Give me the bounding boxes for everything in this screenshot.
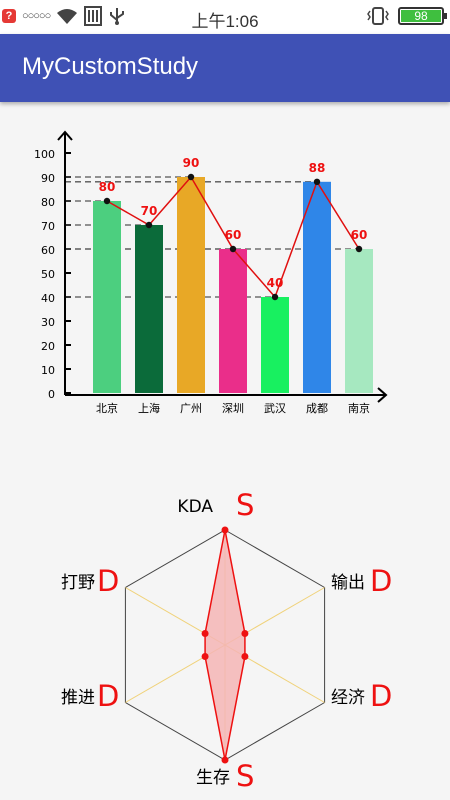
- radar-value-point: [221, 526, 229, 534]
- y-tick-label: 60: [41, 244, 55, 257]
- radar-axis-label: 生存: [196, 768, 230, 788]
- y-tick-label: 80: [41, 196, 55, 209]
- radar-grade-label: D: [97, 564, 119, 598]
- radar-axis-label: 打野: [61, 573, 95, 593]
- y-tick-label: 20: [41, 340, 55, 353]
- trend-point: [229, 245, 237, 253]
- category-label: 北京: [96, 401, 118, 415]
- bar-value-label: 70: [141, 204, 158, 218]
- y-tick-label: 40: [41, 292, 55, 305]
- vibrate-icon: [367, 7, 389, 25]
- radar-value-point: [201, 653, 209, 660]
- y-axis-arrow-icon: [57, 130, 73, 141]
- bar-value-label: 40: [267, 276, 284, 290]
- x-axis-arrow-icon: [377, 387, 388, 403]
- radar-grade-label: S: [236, 759, 254, 793]
- wifi-icon: [57, 9, 78, 24]
- y-tick-label: 10: [41, 364, 55, 377]
- y-tick-label: 50: [41, 268, 55, 281]
- radar-value-area: [204, 529, 246, 761]
- category-label: 武汉: [264, 402, 286, 415]
- category-label: 南京: [348, 401, 370, 415]
- trend-point: [271, 293, 279, 301]
- category-label: 上海: [138, 401, 160, 415]
- status-time: 上午1:06: [191, 12, 259, 31]
- status-left: ? ○○○○○: [2, 6, 126, 26]
- radar-grade-label: D: [370, 564, 392, 598]
- category-label: 广州: [180, 402, 202, 415]
- bar: [93, 201, 121, 393]
- sim-card-icon: [84, 6, 103, 26]
- bar: [261, 297, 289, 393]
- bar: [345, 249, 373, 393]
- radar-axis-label: KDA: [177, 497, 213, 517]
- app-bar: MyCustomStudy: [0, 34, 450, 102]
- battery-level: 98: [401, 10, 441, 22]
- bar-value-label: 60: [351, 228, 368, 242]
- trend-point: [313, 178, 321, 185]
- radar-grade-label: S: [236, 488, 254, 522]
- bar-value-label: 60: [225, 228, 242, 242]
- bar-value-label: 80: [99, 180, 116, 194]
- radar-axis-label: 经济: [331, 688, 365, 708]
- bar: [177, 177, 205, 393]
- radar-value-point: [241, 630, 249, 637]
- status-time-wrap: 上午1:06: [0, 7, 450, 32]
- trend-point: [145, 221, 153, 229]
- radar-axis-label: 推进: [61, 688, 95, 708]
- bar-value-label: 88: [309, 161, 326, 175]
- radar-value-point: [201, 630, 209, 637]
- bar-chart: 0 10 20 30 40 50 60 70 80 90 100 80 70 90 60 40 88 60 北京…: [34, 130, 388, 415]
- bar: [219, 249, 247, 393]
- radar-value-point: [241, 653, 249, 660]
- y-tick-label: 0: [48, 388, 55, 401]
- trend-point: [187, 173, 195, 181]
- bar-value-label: 90: [183, 156, 200, 170]
- notification-badge-icon: ?: [2, 9, 16, 23]
- radar-chart: KDA S输出 D经济 D生存 S推进 D打野 D: [61, 488, 392, 793]
- y-tick-label: 100: [34, 148, 55, 161]
- app-title: MyCustomStudy: [22, 53, 199, 80]
- y-tick-label: 90: [41, 172, 55, 185]
- radar-grade-label: D: [97, 679, 119, 713]
- radar-value-point: [221, 756, 229, 764]
- category-label: 成都: [306, 402, 328, 415]
- bar: [303, 181, 331, 393]
- status-bar: ? ○○○○○ 上午1:06 98: [0, 0, 450, 34]
- trend-point: [355, 245, 363, 253]
- battery-icon: 98: [398, 7, 447, 25]
- usb-icon: [110, 8, 125, 25]
- radar-grade-label: D: [370, 679, 392, 713]
- trend-point: [103, 197, 111, 205]
- status-right: 98: [366, 6, 447, 26]
- radar-axis-label: 输出: [331, 573, 365, 593]
- category-label: 深圳: [222, 402, 244, 415]
- y-tick-label: 70: [41, 220, 55, 233]
- bar: [135, 225, 163, 393]
- y-tick-label: 30: [41, 316, 55, 329]
- signal-strength: ○○○○○: [22, 10, 51, 22]
